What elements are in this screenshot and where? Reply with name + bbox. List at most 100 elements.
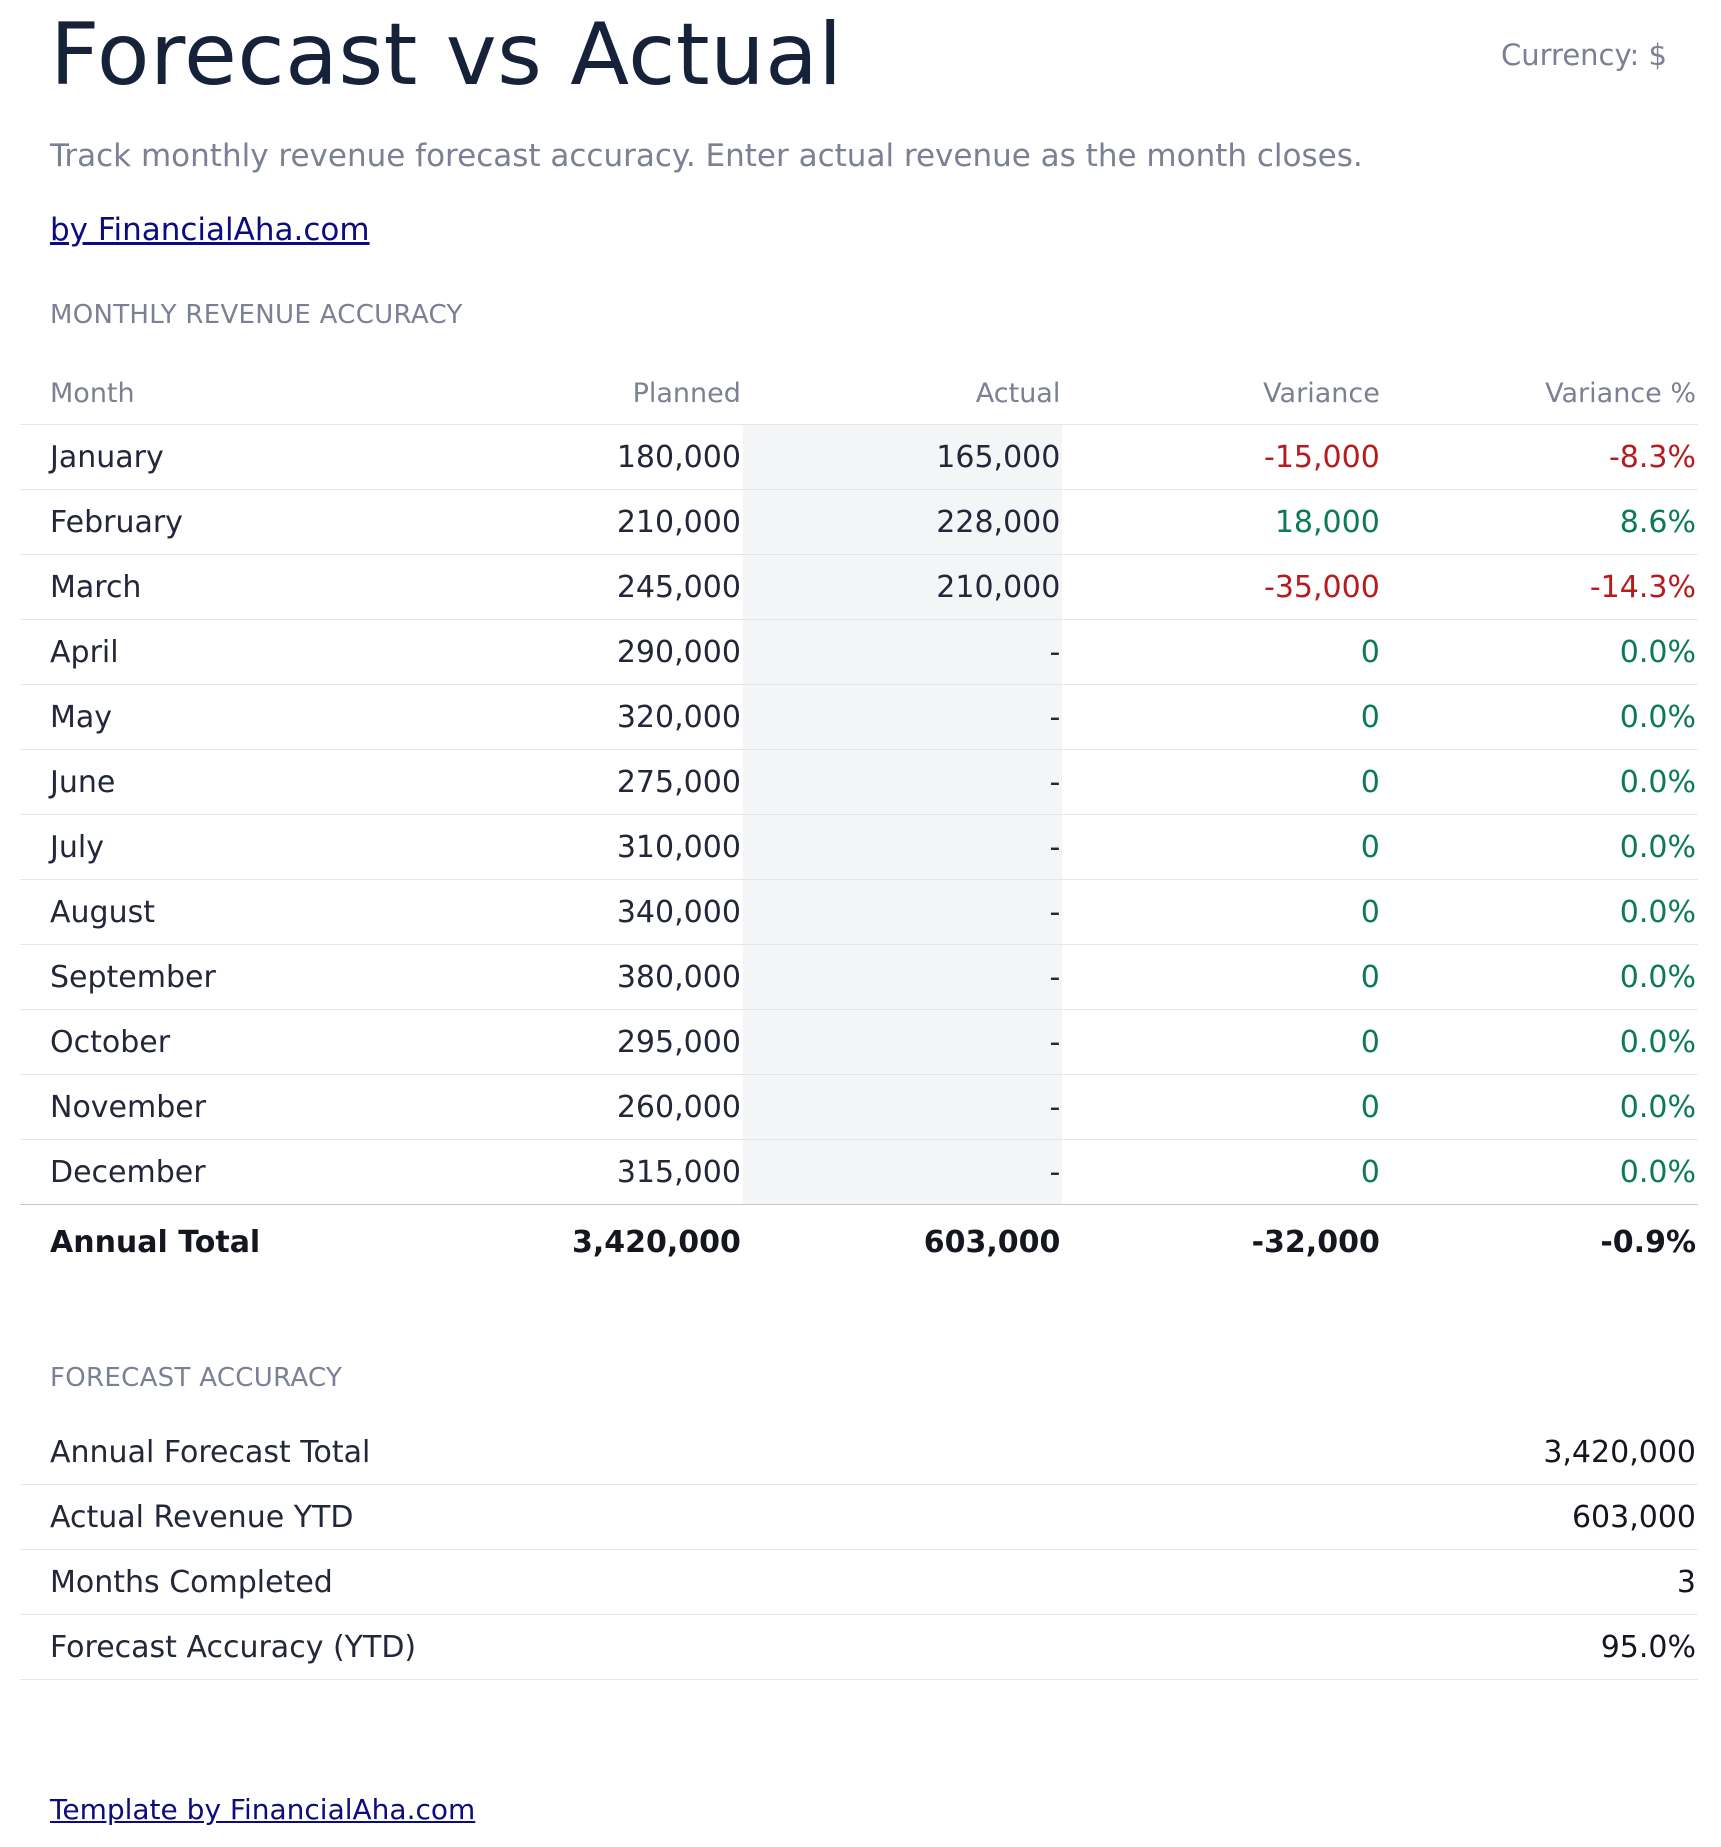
accuracy-value: 95.0%: [859, 1614, 1698, 1680]
table-row: September 380,000-0 0.0%: [20, 944, 1698, 1010]
page-title: Forecast vs Actual: [50, 5, 843, 105]
variance-pct-cell: 0.0%: [1381, 684, 1698, 750]
footer-template-link[interactable]: Template by FinancialAha.com: [50, 1793, 476, 1826]
planned-cell: 380,000: [411, 944, 743, 1010]
month-cell: August: [20, 879, 412, 945]
actual-input-cell[interactable]: -: [742, 944, 1063, 1010]
accuracy-label: Forecast Accuracy (YTD): [20, 1614, 859, 1680]
total-planned: 3,420,000: [571, 1224, 741, 1260]
actual-input-cell[interactable]: -: [742, 1009, 1063, 1075]
planned-cell: 290,000: [411, 619, 743, 685]
variance-pct-cell: 0.0%: [1381, 814, 1698, 880]
planned-cell: 210,000: [411, 489, 743, 555]
planned-cell: 320,000: [411, 684, 743, 750]
month-cell: February: [20, 489, 412, 555]
table-row: December 315,000-0 0.0%: [20, 1139, 1698, 1205]
accuracy-label: Annual Forecast Total: [20, 1420, 859, 1485]
total-variance: -32,000: [1251, 1224, 1380, 1260]
table-row: June 275,000-0 0.0%: [20, 749, 1698, 815]
month-cell: June: [20, 749, 412, 815]
variance-cell: 18,000: [1062, 489, 1382, 555]
total-actual: 603,000: [923, 1224, 1061, 1260]
accuracy-section-label: FORECAST ACCURACY: [50, 1363, 343, 1393]
list-item: Annual Forecast Total 3,420,000: [20, 1420, 1698, 1485]
planned-cell: 340,000: [411, 879, 743, 945]
planned-cell: 275,000: [411, 749, 743, 815]
actual-input-cell[interactable]: -: [742, 1074, 1063, 1140]
table-row: August 340,000-0 0.0%: [20, 879, 1698, 945]
column-header-variance-pct: Variance %: [1381, 362, 1698, 425]
forecast-accuracy-table: Annual Forecast Total 3,420,000 Actual Rev…: [20, 1420, 1698, 1680]
actual-input-cell[interactable]: -: [742, 879, 1063, 945]
variance-pct-cell: 0.0%: [1381, 944, 1698, 1010]
planned-cell: 180,000: [411, 424, 743, 490]
table-row: July 310,000-0 0.0%: [20, 814, 1698, 880]
accuracy-value: 3,420,000: [859, 1420, 1698, 1485]
variance-pct-cell: 0.0%: [1381, 749, 1698, 815]
month-cell: March: [20, 554, 412, 620]
column-header-month: Month: [20, 362, 412, 425]
table-row: February 210,000 228,000 18,000 8.6%: [20, 489, 1698, 555]
table-row: October 295,000-0 0.0%: [20, 1009, 1698, 1075]
planned-cell: 310,000: [411, 814, 743, 880]
table-row: April 290,000-0 0.0%: [20, 619, 1698, 685]
month-cell: November: [20, 1074, 412, 1140]
accuracy-value: 3: [859, 1549, 1698, 1615]
variance-pct-cell: -14.3%: [1381, 554, 1698, 620]
variance-cell: 0: [1062, 684, 1382, 750]
month-cell: January: [20, 424, 412, 490]
variance-pct-cell: 8.6%: [1381, 489, 1698, 555]
variance-pct-cell: 0.0%: [1381, 879, 1698, 945]
total-label: Annual Total: [50, 1224, 261, 1260]
total-variance-pct: -0.9%: [1600, 1224, 1696, 1260]
table-row: May 320,000-0 0.0%: [20, 684, 1698, 750]
variance-cell: 0: [1062, 879, 1382, 945]
actual-input-cell[interactable]: -: [742, 749, 1063, 815]
month-cell: May: [20, 684, 412, 750]
month-cell: April: [20, 619, 412, 685]
variance-cell: -35,000: [1062, 554, 1382, 620]
planned-cell: 245,000: [411, 554, 743, 620]
actual-input-cell[interactable]: -: [742, 619, 1063, 685]
actual-input-cell[interactable]: -: [742, 1139, 1063, 1205]
column-header-actual: Actual: [742, 362, 1063, 425]
accuracy-label: Actual Revenue YTD: [20, 1484, 859, 1550]
variance-cell: -15,000: [1062, 424, 1382, 490]
table-row: March 245,000 210,000 -35,000 -14.3%: [20, 554, 1698, 620]
monthly-revenue-table: Month Planned Actual Variance Variance %…: [20, 362, 1698, 1279]
table-row: January 180,000 165,000 -15,000 -8.3%: [20, 424, 1698, 490]
actual-input-cell[interactable]: 228,000: [742, 489, 1063, 555]
accuracy-value: 603,000: [859, 1484, 1698, 1550]
accuracy-label: Months Completed: [20, 1549, 859, 1615]
variance-cell: 0: [1062, 749, 1382, 815]
planned-cell: 315,000: [411, 1139, 743, 1205]
variance-cell: 0: [1062, 1074, 1382, 1140]
variance-pct-cell: 0.0%: [1381, 619, 1698, 685]
currency-label: Currency: $: [1501, 38, 1667, 72]
variance-pct-cell: 0.0%: [1381, 1074, 1698, 1140]
month-cell: July: [20, 814, 412, 880]
planned-cell: 260,000: [411, 1074, 743, 1140]
list-item: Months Completed 3: [20, 1549, 1698, 1615]
variance-cell: 0: [1062, 814, 1382, 880]
month-cell: September: [20, 944, 412, 1010]
planned-cell: 295,000: [411, 1009, 743, 1075]
variance-cell: 0: [1062, 1009, 1382, 1075]
variance-cell: 0: [1062, 1139, 1382, 1205]
byline-link[interactable]: by FinancialAha.com: [50, 212, 370, 248]
actual-input-cell[interactable]: -: [742, 814, 1063, 880]
variance-cell: 0: [1062, 944, 1382, 1010]
monthly-section-label: MONTHLY REVENUE ACCURACY: [50, 300, 463, 330]
variance-pct-cell: 0.0%: [1381, 1139, 1698, 1205]
table-row: November 260,000-0 0.0%: [20, 1074, 1698, 1140]
actual-input-cell[interactable]: 210,000: [742, 554, 1063, 620]
page-subtitle: Track monthly revenue forecast accuracy.…: [50, 138, 1363, 174]
month-cell: December: [20, 1139, 412, 1205]
variance-pct-cell: -8.3%: [1381, 424, 1698, 490]
actual-input-cell[interactable]: 165,000: [742, 424, 1063, 490]
variance-pct-cell: 0.0%: [1381, 1009, 1698, 1075]
table-header-row: Month Planned Actual Variance Variance %: [20, 362, 1698, 425]
annual-total-row: Annual Total 3,420,000 603,000 -32,000 -…: [20, 1205, 1698, 1280]
actual-input-cell[interactable]: -: [742, 684, 1063, 750]
